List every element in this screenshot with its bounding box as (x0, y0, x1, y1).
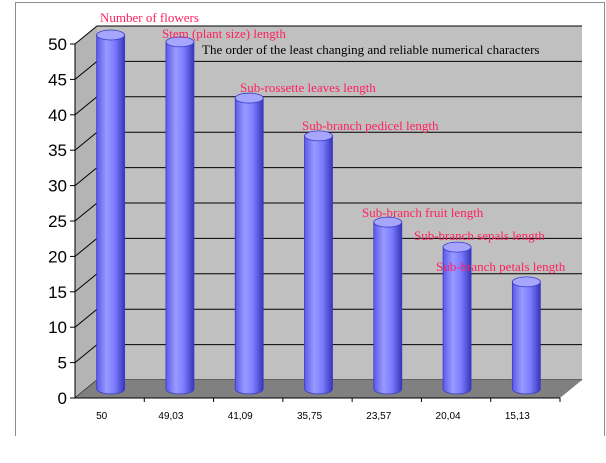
bar-body (373, 221, 403, 395)
bar-body (304, 135, 333, 395)
bar-top (165, 36, 195, 48)
y-tick-label: 30 (48, 177, 67, 196)
y-tick-label: 40 (48, 106, 67, 125)
x-tick-label: 41,09 (228, 411, 253, 422)
bar (96, 29, 126, 395)
y-tick-label: 0 (58, 389, 67, 408)
y-tick-label: 15 (48, 283, 67, 302)
bar-top (442, 241, 472, 253)
bar (511, 276, 541, 395)
bar-top (511, 276, 541, 288)
y-tick-label: 35 (48, 141, 67, 160)
bar-annotation: Sub-branch petals length (436, 259, 566, 274)
bar-top (304, 130, 333, 142)
y-tick-label: 50 (48, 35, 67, 54)
bar-body (96, 34, 126, 395)
bar-annotation: Sub-rossette leaves length (240, 80, 376, 95)
bar (442, 241, 472, 395)
bar (234, 92, 264, 395)
bar-top (96, 29, 126, 41)
bar-annotation: Sub-branch sepals length (414, 228, 545, 243)
y-tick-label: 20 (48, 247, 67, 266)
bar-body (234, 97, 264, 395)
bar-annotation: Stem (plant size) length (162, 26, 286, 41)
bar (373, 216, 403, 395)
x-tick-label: 23,57 (366, 411, 391, 422)
bar-top (234, 92, 264, 104)
y-tick-label: 5 (58, 354, 67, 373)
x-tick-label: 20,04 (436, 411, 461, 422)
x-tick-label: 15,13 (505, 411, 530, 422)
x-tick-label: 35,75 (297, 411, 322, 422)
bar (304, 130, 333, 395)
bar-body (165, 41, 195, 395)
bar (165, 36, 195, 395)
bar-top (373, 216, 403, 228)
y-tick-label: 45 (48, 70, 67, 89)
y-tick-label: 10 (48, 318, 67, 337)
gridline (74, 25, 582, 45)
x-tick-label: 50 (96, 411, 108, 422)
bar-annotation: Number of flowers (100, 10, 199, 25)
bar-annotation: Sub-branch fruit length (362, 205, 484, 220)
x-axis: 50 49,03 41,09 35,75 23,57 20,04 15,13 (75, 397, 561, 422)
y-axis: 0 5 10 15 20 25 30 35 40 45 50 (48, 35, 76, 408)
bars (96, 29, 541, 395)
chart-title: The order of the least changing and reli… (202, 42, 539, 57)
y-tick-label: 25 (48, 212, 67, 231)
bar-body (511, 281, 541, 395)
bar-body (442, 246, 472, 395)
x-tick-label: 49,03 (158, 411, 183, 422)
bar-annotation: Sub-branch pedicel length (302, 118, 439, 133)
